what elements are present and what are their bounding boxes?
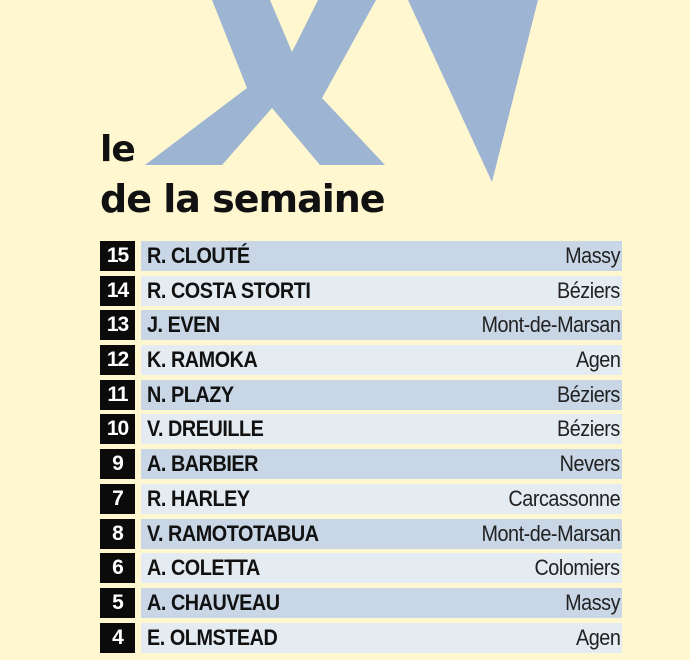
jersey-number: 6 xyxy=(100,553,135,584)
jersey-number: 12 xyxy=(100,345,135,376)
player-name: R. COSTA STORTI xyxy=(147,277,311,303)
jersey-number: 15 xyxy=(100,241,135,271)
xv-numeral: XV xyxy=(145,0,538,182)
player-club: Mont-de-Marsan xyxy=(481,312,620,338)
player-row: 9 A. BARBIER Nevers xyxy=(100,449,622,480)
jersey-number: 11 xyxy=(100,379,135,410)
player-club: Colomiers xyxy=(534,555,621,581)
player-name: A. BARBIER xyxy=(147,451,259,477)
player-row: 8 V. RAMOTOTABUA Mont-de-Marsan xyxy=(100,518,622,549)
player-bar: A. BARBIER Nevers xyxy=(141,449,622,480)
player-bar: A. CHAUVEAU Massy xyxy=(141,587,622,618)
jersey-number: 7 xyxy=(100,483,135,514)
player-club: Massy xyxy=(565,243,620,268)
jersey-number: 13 xyxy=(100,310,135,341)
player-bar: R. HARLEY Carcassonne xyxy=(141,483,622,514)
jersey-number: 8 xyxy=(100,518,135,549)
jersey-number: 14 xyxy=(100,275,135,306)
player-bar: V. DREUILLE Béziers xyxy=(141,414,622,445)
player-club: Béziers xyxy=(557,416,620,442)
player-name: V. RAMOTOTABUA xyxy=(147,520,319,546)
jersey-number: 9 xyxy=(100,449,135,480)
player-club: Massy xyxy=(565,589,620,615)
player-club: Béziers xyxy=(557,381,620,407)
team-roster: 15 R. CLOUTÉ Massy 14 R. COSTA STORTI Béziers… xyxy=(100,241,622,657)
player-name: J. EVEN xyxy=(147,312,220,338)
player-row: 6 A. COLETTA Colomiers xyxy=(100,553,622,584)
player-bar: K. RAMOKA Agen xyxy=(141,345,622,376)
player-name: R. HARLEY xyxy=(147,485,250,511)
player-row: 7 R. HARLEY Carcassonne xyxy=(100,483,622,514)
player-club: Carcassonne xyxy=(508,485,620,511)
player-club: Béziers xyxy=(557,277,620,303)
player-name: A. COLETTA xyxy=(147,555,260,581)
player-club: Mont-de-Marsan xyxy=(481,520,620,546)
player-bar: R. CLOUTÉ Massy xyxy=(141,241,622,271)
player-row: 4 E. OLMSTEAD Agen xyxy=(100,622,622,653)
heading-de-la-semaine: de la semaine xyxy=(100,177,386,221)
player-bar: R. COSTA STORTI Béziers xyxy=(141,275,622,306)
player-name: R. CLOUTÉ xyxy=(147,243,250,268)
player-bar: E. OLMSTEAD Agen xyxy=(141,622,622,653)
player-club: Nevers xyxy=(559,451,620,477)
player-bar: N. PLAZY Béziers xyxy=(141,379,622,410)
player-row: 12 K. RAMOKA Agen xyxy=(100,345,622,376)
player-row: 5 A. CHAUVEAU Massy xyxy=(100,587,622,618)
player-name: E. OLMSTEAD xyxy=(147,624,278,650)
player-row: 14 R. COSTA STORTI Béziers xyxy=(100,275,622,306)
numeral-v-shape xyxy=(408,0,538,182)
player-club: Agen xyxy=(575,624,621,650)
player-name: A. CHAUVEAU xyxy=(147,589,280,615)
player-bar: J. EVEN Mont-de-Marsan xyxy=(141,310,622,341)
heading-le: le xyxy=(100,129,136,170)
player-row: 13 J. EVEN Mont-de-Marsan xyxy=(100,310,622,341)
player-row: 10 V. DREUILLE Béziers xyxy=(100,414,622,445)
player-name: K. RAMOKA xyxy=(147,347,258,373)
player-club: Agen xyxy=(575,347,621,373)
player-bar: A. COLETTA Colomiers xyxy=(141,553,622,584)
jersey-number: 5 xyxy=(100,587,135,618)
jersey-number: 10 xyxy=(100,414,135,445)
player-row: 11 N. PLAZY Béziers xyxy=(100,379,622,410)
player-name: V. DREUILLE xyxy=(147,416,264,442)
player-name: N. PLAZY xyxy=(147,381,234,407)
player-bar: V. RAMOTOTABUA Mont-de-Marsan xyxy=(141,518,622,549)
jersey-number: 4 xyxy=(100,622,135,653)
player-row: 15 R. CLOUTÉ Massy xyxy=(100,241,622,271)
numeral-x-shape xyxy=(145,0,385,165)
